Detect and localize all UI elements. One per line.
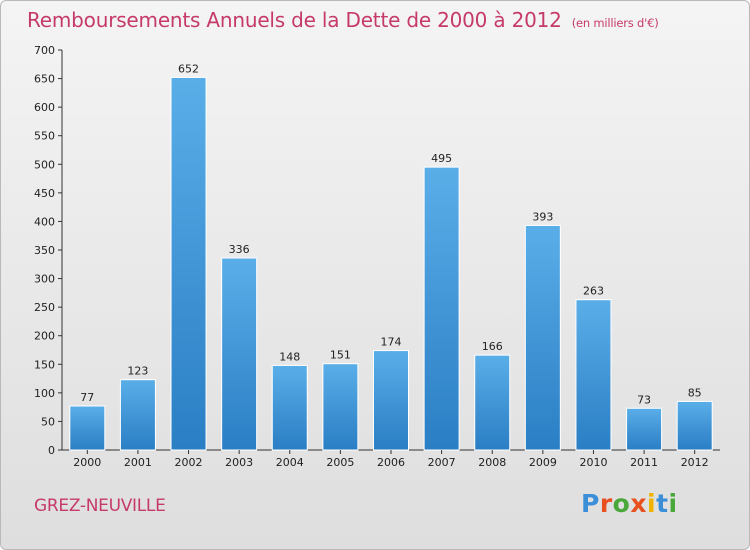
bar: [69, 405, 106, 451]
bar-value-label: 336: [229, 243, 250, 256]
bar: [423, 166, 460, 451]
bar: [474, 354, 511, 451]
bar: [626, 407, 663, 451]
y-tick-label: 450: [34, 187, 55, 200]
x-tick-label: 2007: [428, 456, 456, 469]
logo-letter: o: [612, 489, 631, 518]
bar-value-label: 85: [688, 386, 702, 399]
logo-letter: t: [656, 489, 669, 518]
y-tick-label: 100: [34, 387, 55, 400]
y-tick-label: 650: [34, 73, 55, 86]
bar-value-label: 393: [532, 210, 553, 223]
bar-value-label: 73: [637, 393, 651, 406]
proxiti-logo: Proxiti: [581, 489, 678, 518]
chart-title-text: Remboursements Annuels de la Dette de 20…: [27, 8, 562, 32]
logo-letter: x: [630, 489, 647, 518]
logo-letter: i: [668, 489, 678, 518]
chart-title: Remboursements Annuels de la Dette de 20…: [27, 8, 659, 32]
y-tick-label: 350: [34, 244, 55, 257]
x-tick-label: 2002: [175, 456, 203, 469]
y-tick-label: 200: [34, 330, 55, 343]
x-tick-label: 2001: [124, 456, 152, 469]
x-tick-label: 2000: [73, 456, 101, 469]
y-tick-label: 50: [41, 415, 55, 428]
y-tick-label: 0: [48, 444, 55, 457]
bar-value-label: 123: [127, 365, 148, 378]
bar: [373, 350, 409, 451]
bar: [524, 224, 561, 451]
chart-subtitle: (en milliers d'€): [571, 16, 659, 30]
x-tick-label: 2010: [579, 456, 607, 469]
bar-value-label: 166: [482, 340, 503, 353]
logo-letter: i: [647, 489, 657, 518]
bar-value-label: 151: [330, 349, 351, 362]
bar: [575, 299, 612, 451]
x-tick-label: 2011: [630, 456, 658, 469]
y-tick-label: 550: [34, 130, 55, 143]
y-tick-label: 500: [34, 158, 55, 171]
y-tick-label: 600: [34, 101, 55, 114]
x-tick-label: 2004: [276, 456, 304, 469]
x-tick-label: 2003: [225, 456, 253, 469]
y-tick-label: 150: [34, 358, 55, 371]
x-tick-label: 2006: [377, 456, 405, 469]
logo-letter: P: [581, 489, 600, 518]
bar: [221, 257, 258, 451]
bar-value-label: 495: [431, 152, 452, 165]
y-tick-label: 400: [34, 215, 55, 228]
bar: [119, 379, 156, 451]
bar-value-label: 77: [80, 391, 94, 404]
x-tick-label: 2008: [478, 456, 506, 469]
x-tick-label: 2012: [681, 456, 709, 469]
y-tick-label: 700: [34, 44, 55, 57]
bar-value-label: 652: [178, 62, 199, 75]
x-tick-label: 2009: [529, 456, 557, 469]
bar: [676, 400, 713, 451]
x-tick-label: 2005: [326, 456, 354, 469]
bar-value-label: 174: [381, 336, 402, 349]
bar-value-label: 263: [583, 285, 604, 298]
logo-letter: r: [599, 489, 613, 518]
bar: [170, 76, 207, 451]
bar: [322, 363, 359, 451]
bar-value-label: 148: [279, 350, 300, 363]
y-tick-label: 300: [34, 273, 55, 286]
place-name: GREZ-NEUVILLE: [34, 496, 166, 516]
y-tick-label: 250: [34, 301, 55, 314]
bar: [271, 364, 308, 451]
